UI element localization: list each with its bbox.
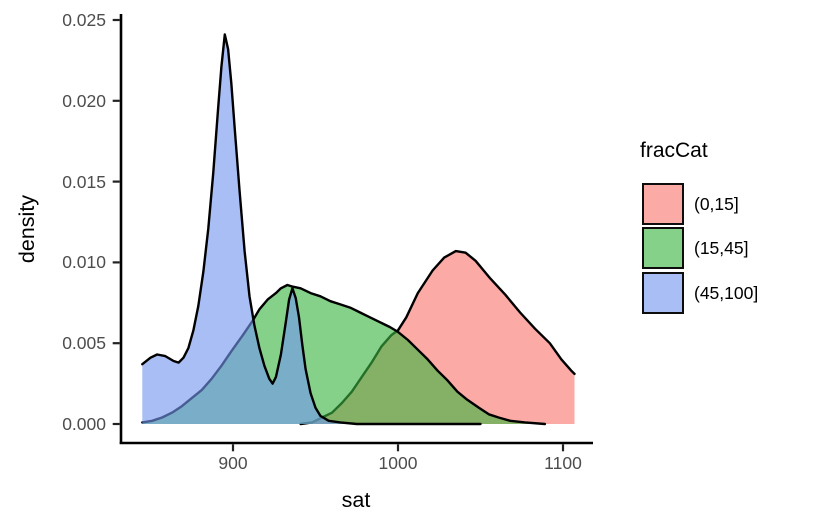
density-area-fracCat-45-100 <box>142 34 481 424</box>
x-axis-title: sat <box>341 488 371 512</box>
y-tick-label-0.005: 0.005 <box>62 333 106 354</box>
y-tick-label-0.010: 0.010 <box>62 252 106 273</box>
x-tick-label-1100: 1100 <box>544 453 582 473</box>
y-tick-label-0.020: 0.020 <box>62 90 106 111</box>
y-tick-label-0.025: 0.025 <box>62 10 106 30</box>
legend-key-swatch-45-100 <box>642 272 684 314</box>
legend-title: fracCat <box>640 139 708 162</box>
y-tick-label-0.000: 0.000 <box>62 414 106 434</box>
y-tick-label-0.015: 0.015 <box>62 171 106 192</box>
x-tick-label-1000: 1000 <box>378 453 418 473</box>
legend-label-0-15: (0,15] <box>694 194 739 214</box>
legend-label-15-45: (15,45] <box>694 238 749 258</box>
legend-label-45-100: (45,100] <box>694 283 759 303</box>
legend-key-swatch-15-45 <box>642 227 684 269</box>
x-tick-label-900: 900 <box>218 453 248 473</box>
density-outline-fracCat-45-100 <box>141 33 482 426</box>
legend-key-swatch-0-15 <box>642 183 684 225</box>
